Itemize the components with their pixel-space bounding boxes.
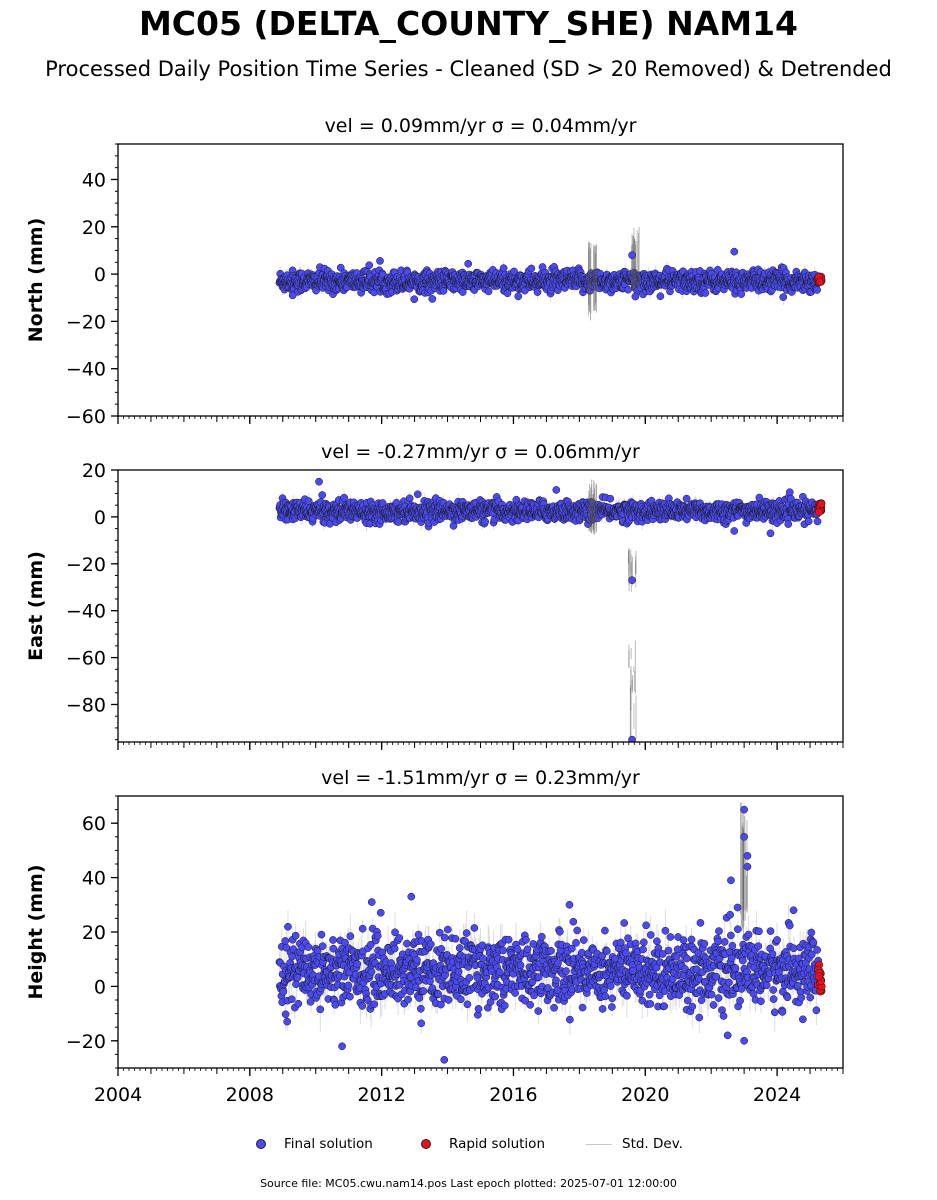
final-point	[481, 517, 489, 526]
figure-title: MC05 (DELTA_COUNTY_SHE) NAM14	[138, 4, 799, 43]
final-point-outlier	[628, 576, 636, 585]
panel-1: −60 −40 −20 0 20 40 vel = 0.09mm/yr σ = 0.04mm…	[25, 115, 844, 428]
y-tick-label: −60	[66, 406, 106, 428]
y-tick-label: −20	[66, 311, 106, 333]
plot-area	[275, 227, 826, 321]
final-points	[275, 257, 823, 304]
final-point	[785, 488, 794, 497]
final-point	[410, 295, 419, 304]
final-point	[484, 287, 493, 296]
final-point	[464, 259, 473, 268]
final-point-outlier	[315, 477, 323, 486]
rapid-point	[814, 508, 824, 517]
final-point	[340, 493, 349, 502]
plot-area	[275, 802, 826, 1064]
final-point	[533, 288, 542, 296]
final-point	[755, 493, 764, 502]
y-tick-label: −40	[66, 359, 106, 381]
rapid-point	[817, 499, 826, 509]
y-axis-label: East (mm)	[25, 551, 47, 661]
final-point	[405, 494, 414, 503]
final-point	[779, 293, 788, 301]
final-points	[275, 488, 823, 531]
y-tick-label: 40	[82, 169, 106, 191]
y-tick-label: 0	[94, 264, 106, 286]
final-point-outlier	[766, 529, 775, 538]
final-point	[439, 286, 448, 295]
final-point	[365, 261, 374, 270]
figure-subtitle: Processed Daily Position Time Series - C…	[45, 57, 892, 81]
final-point	[428, 295, 437, 303]
final-point	[376, 257, 384, 265]
y-tick-label: 0	[94, 507, 106, 529]
y-tick-label: −40	[66, 601, 106, 623]
panel-title: vel = 0.09mm/yr σ = 0.04mm/yr	[325, 115, 637, 137]
final-point	[514, 292, 523, 301]
panel-title: vel = -0.27mm/yr σ = 0.06mm/yr	[321, 441, 640, 463]
final-point	[606, 494, 615, 503]
final-point-outlier	[552, 486, 561, 494]
y-tick-label: −20	[66, 554, 106, 576]
final-point	[336, 263, 345, 272]
y-tick-label: −60	[66, 648, 106, 670]
final-point	[804, 517, 813, 526]
y-tick-label: −80	[66, 694, 106, 716]
final-point	[624, 285, 632, 294]
y-axis-label: North (mm)	[25, 218, 47, 343]
y-tick-label: 20	[82, 217, 106, 239]
final-point	[656, 292, 665, 301]
final-point	[701, 289, 710, 297]
final-point	[784, 520, 793, 528]
final-point-outlier	[730, 247, 739, 256]
final-point	[682, 494, 691, 503]
final-point-outlier	[628, 251, 636, 260]
final-point	[527, 264, 536, 273]
rapid-point	[815, 277, 824, 286]
final-point-outlier	[288, 291, 297, 300]
final-point-outlier	[628, 735, 636, 742]
final-point	[813, 517, 822, 526]
final-point-outlier	[631, 292, 640, 301]
final-point-outlier	[730, 527, 739, 535]
y-tick-label: 20	[82, 460, 106, 482]
final-point	[413, 490, 422, 499]
final-point	[737, 290, 746, 298]
final-point	[813, 286, 821, 294]
final-point	[318, 491, 327, 499]
plot-area	[275, 477, 826, 742]
final-point	[499, 264, 508, 273]
panel-2: −80 −60 −40 −20 0 20 vel = -0.27mm/yr σ = 0.06…	[25, 441, 844, 750]
